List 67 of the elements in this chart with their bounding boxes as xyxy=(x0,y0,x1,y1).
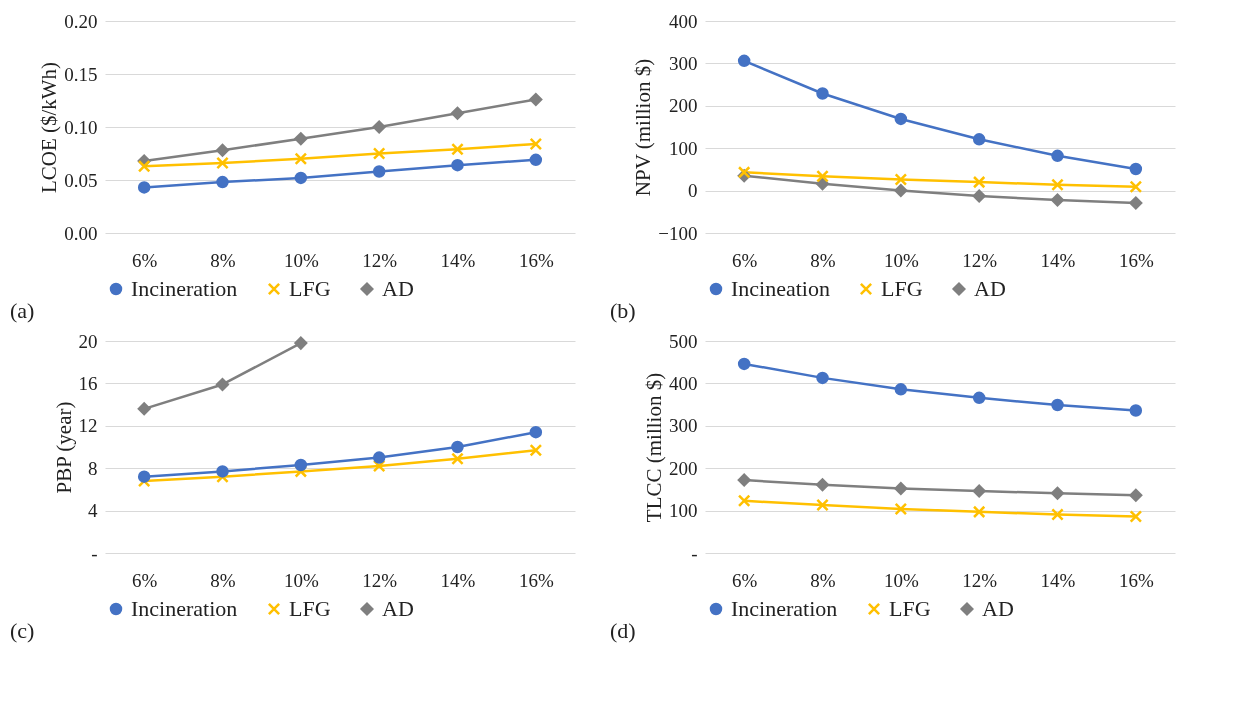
y-axis-title: PBP (year) xyxy=(51,401,76,494)
x-tick-label: 10% xyxy=(883,569,919,591)
x-tick-label: 12% xyxy=(962,569,998,591)
y-tick-label: 100 xyxy=(669,137,698,159)
x-tick-label: 6% xyxy=(732,249,758,271)
text: (b) xyxy=(610,298,636,323)
text: (a) xyxy=(10,298,35,323)
x-tick-label: 14% xyxy=(1040,569,1076,591)
y-tick-label: 500 xyxy=(669,330,698,352)
legend-label: LFG xyxy=(881,276,923,301)
x-tick-label: 12% xyxy=(362,249,398,271)
y-tick-label: 12 xyxy=(78,415,98,437)
legend-label: Incineation xyxy=(731,276,830,301)
y-tick-label: 0.05 xyxy=(64,169,98,191)
y-tick-label: −100 xyxy=(658,222,698,244)
y-tick-label: 300 xyxy=(669,415,698,437)
y-tick-label: 400 xyxy=(669,10,698,32)
y-tick-label: 0 xyxy=(688,180,698,202)
legend-label: AD xyxy=(974,276,1006,301)
y-tick-label: 200 xyxy=(669,95,698,117)
y-tick-label: 8 xyxy=(88,457,98,479)
x-tick-label: 8% xyxy=(810,249,836,271)
x-tick-label: 12% xyxy=(962,249,998,271)
y-tick-label: 300 xyxy=(669,52,698,74)
legend-label: LFG xyxy=(289,276,331,301)
y-tick-label: 0.10 xyxy=(64,116,98,138)
y-axis-title: TLCC (million $) xyxy=(642,372,666,523)
y-tick-label: 0.15 xyxy=(64,63,98,85)
y-tick-label: 0.00 xyxy=(64,222,98,244)
legend-label: Incineration xyxy=(131,596,238,621)
y-tick-label: 16 xyxy=(78,372,98,394)
x-tick-label: 8% xyxy=(210,569,236,591)
legend-label: AD xyxy=(982,596,1014,621)
y-tick-label: 100 xyxy=(669,500,698,522)
x-tick-label: 12% xyxy=(362,569,398,591)
y-tick-label: - xyxy=(691,542,698,564)
x-tick-label: 16% xyxy=(1118,249,1154,271)
x-tick-label: 6% xyxy=(732,569,758,591)
legend-label: LFG xyxy=(289,596,331,621)
y-axis-title: LCOE ($/kWh) xyxy=(37,61,62,194)
x-tick-label: 14% xyxy=(440,569,476,591)
x-tick-label: 10% xyxy=(283,569,319,591)
x-tick-label: 8% xyxy=(210,249,236,271)
y-tick-label: 200 xyxy=(669,457,698,479)
x-tick-label: 14% xyxy=(440,249,476,271)
y-tick-label: 0.20 xyxy=(64,10,98,32)
y-tick-label: 4 xyxy=(88,500,98,522)
x-tick-label: 10% xyxy=(883,249,919,271)
x-tick-label: 10% xyxy=(283,249,319,271)
legend-label: LFG xyxy=(889,596,931,621)
legend-label: Incineration xyxy=(731,596,838,621)
x-tick-label: 6% xyxy=(132,249,158,271)
legend-label: AD xyxy=(382,276,414,301)
y-tick-label: 20 xyxy=(78,330,98,352)
legend-label: AD xyxy=(382,596,414,621)
y-axis-title: NPV (million $) xyxy=(631,58,656,197)
y-tick-label: 400 xyxy=(669,372,698,394)
y-tick-label: - xyxy=(91,542,98,564)
x-tick-label: 16% xyxy=(518,249,554,271)
text: (d) xyxy=(610,618,636,643)
legend-label: Incineration xyxy=(131,276,238,301)
x-tick-label: 14% xyxy=(1040,249,1076,271)
x-tick-label: 16% xyxy=(518,569,554,591)
x-tick-label: 16% xyxy=(1118,569,1154,591)
x-tick-label: 8% xyxy=(810,569,836,591)
x-tick-label: 6% xyxy=(132,569,158,591)
text: (c) xyxy=(10,618,35,643)
